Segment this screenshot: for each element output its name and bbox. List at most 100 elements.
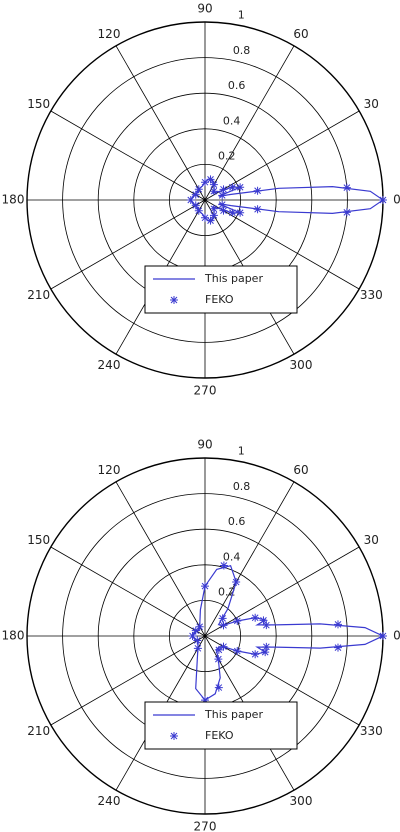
- marker: [219, 185, 228, 194]
- angle-label: 120: [98, 27, 121, 41]
- r-tick-label: 1: [238, 445, 245, 458]
- angle-label: 330: [360, 724, 383, 738]
- marker: [209, 180, 218, 189]
- marker: [261, 648, 270, 657]
- legend-box: [144, 265, 298, 314]
- spoke: [50, 635, 206, 726]
- spoke: [115, 481, 206, 637]
- marker: [379, 196, 387, 204]
- angle-label: 60: [293, 27, 308, 41]
- ring: [62, 57, 348, 343]
- marker: [206, 216, 215, 225]
- marker: [219, 561, 228, 570]
- marker: [193, 636, 202, 645]
- marker: [262, 642, 271, 651]
- marker: [194, 206, 203, 215]
- marker: [218, 191, 227, 200]
- legend-label: This paper: [204, 272, 263, 285]
- ring: [168, 600, 241, 673]
- ring: [62, 493, 348, 779]
- marker: [251, 613, 260, 622]
- spoke: [115, 45, 206, 201]
- spoke: [204, 635, 360, 726]
- marker: [251, 650, 260, 659]
- marker: [333, 643, 342, 652]
- spoke: [50, 199, 206, 290]
- marker: [236, 183, 245, 192]
- marker: [228, 208, 237, 217]
- angle-label: 90: [197, 2, 212, 16]
- marker: [191, 190, 200, 199]
- angle-label: 90: [197, 438, 212, 452]
- marker: [228, 183, 237, 192]
- spoke: [50, 110, 206, 201]
- marker: [195, 622, 204, 631]
- spoke: [204, 45, 295, 201]
- angle-label: 270: [194, 820, 217, 832]
- angle-label: 120: [98, 463, 121, 477]
- angle-label: 30: [364, 97, 379, 111]
- marker: [194, 185, 203, 194]
- ring: [168, 163, 241, 236]
- spoke: [204, 481, 295, 637]
- marker: [253, 186, 262, 195]
- marker: [214, 655, 223, 664]
- r-tick-label: 0.6: [228, 515, 246, 528]
- legend-label: FEKO: [205, 729, 234, 742]
- r-tick-label: 0.6: [228, 79, 246, 92]
- r-tick-label: 0.2: [218, 150, 236, 163]
- marker: [186, 196, 195, 204]
- marker: [236, 208, 245, 217]
- r-tick-label: 1: [238, 9, 245, 22]
- legend-marker: [170, 296, 178, 304]
- marker: [342, 208, 351, 217]
- marker: [333, 620, 342, 629]
- marker: [232, 578, 241, 587]
- spoke: [50, 546, 206, 637]
- spoke: [204, 546, 360, 637]
- legend-marker: [170, 732, 178, 740]
- marker: [214, 645, 223, 654]
- angle-label: 150: [27, 533, 50, 547]
- r-tick-label: 0.8: [233, 480, 251, 493]
- marker: [233, 616, 242, 625]
- angle-label: 180: [2, 193, 25, 207]
- angle-label: 210: [27, 724, 50, 738]
- angle-label: 210: [27, 288, 50, 302]
- angle-label: 300: [290, 358, 313, 372]
- marker: [201, 696, 209, 705]
- marker: [209, 211, 218, 220]
- marker: [219, 642, 228, 651]
- r-tick-label: 0.4: [223, 114, 241, 127]
- angle-label: 330: [360, 288, 383, 302]
- angle-label: 30: [364, 533, 379, 547]
- marker: [342, 183, 351, 192]
- legend-box: [144, 701, 298, 750]
- angle-label: 300: [290, 794, 313, 808]
- marker: [379, 632, 387, 640]
- marker: [201, 213, 209, 222]
- angle-label: 240: [98, 358, 121, 372]
- r-tick-label: 0.4: [223, 550, 241, 563]
- r-tick-label: 0.8: [233, 44, 251, 57]
- marker: [262, 621, 271, 630]
- marker: [218, 200, 227, 209]
- marker: [214, 683, 223, 692]
- marker: [191, 626, 200, 635]
- legend-label: FEKO: [205, 293, 234, 306]
- marker: [193, 644, 202, 653]
- marker: [253, 205, 262, 214]
- marker: [218, 614, 227, 623]
- angle-label: 270: [194, 384, 217, 398]
- marker: [219, 621, 228, 630]
- marker: [209, 187, 218, 196]
- marker: [201, 582, 209, 591]
- angle-label: 0: [393, 629, 400, 643]
- marker: [219, 206, 228, 215]
- angle-label: 240: [98, 794, 121, 808]
- marker: [191, 201, 200, 210]
- r-tick-label: 0.2: [218, 586, 236, 599]
- marker: [206, 175, 215, 184]
- angle-label: 60: [293, 463, 308, 477]
